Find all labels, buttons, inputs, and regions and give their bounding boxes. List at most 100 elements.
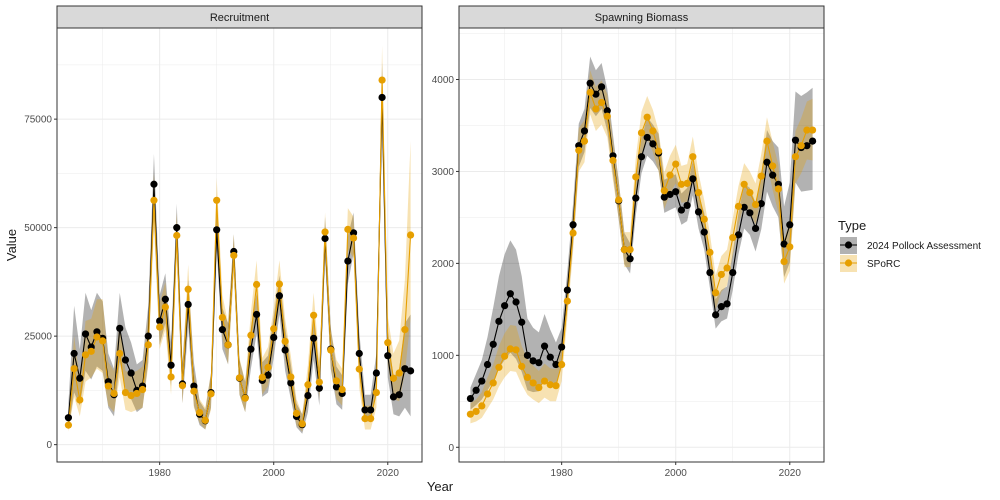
point-sporc	[281, 337, 289, 345]
point-pollock	[712, 311, 720, 319]
point-pollock	[495, 317, 503, 325]
x-tick-label: 1980	[149, 468, 172, 479]
point-sporc	[241, 394, 249, 402]
point-sporc	[218, 313, 226, 322]
point-sporc	[672, 160, 680, 168]
point-sporc	[161, 303, 169, 311]
point-sporc	[315, 378, 323, 386]
point-pollock	[717, 303, 725, 311]
point-sporc	[780, 257, 788, 266]
point-sporc	[626, 246, 634, 254]
point-pollock	[672, 188, 680, 196]
point-sporc	[87, 347, 95, 355]
point-pollock	[247, 345, 255, 353]
y-tick-label: 0	[448, 443, 454, 454]
point-pollock	[116, 324, 124, 332]
point-pollock	[529, 357, 537, 365]
point-sporc	[803, 126, 811, 134]
point-pollock	[580, 127, 589, 135]
point-pollock	[372, 369, 380, 377]
point-pollock	[489, 340, 497, 348]
ribbon-sporc	[470, 70, 813, 424]
point-pollock	[649, 140, 657, 148]
point-sporc	[529, 379, 537, 387]
x-tick-label: 1980	[551, 468, 574, 479]
point-sporc	[355, 365, 363, 373]
point-sporc	[729, 234, 737, 242]
point-sporc	[523, 373, 532, 382]
point-sporc	[332, 377, 341, 385]
point-sporc	[264, 363, 272, 371]
point-sporc	[791, 153, 800, 161]
point-sporc	[287, 373, 295, 381]
point-sporc	[666, 171, 674, 179]
point-pollock	[540, 342, 549, 350]
point-sporc	[649, 127, 657, 135]
point-pollock	[349, 229, 358, 237]
point-pollock	[361, 406, 369, 414]
point-sporc	[751, 200, 760, 209]
point-sporc	[167, 373, 175, 381]
point-sporc	[406, 231, 415, 239]
x-tick-label: 2000	[263, 468, 286, 479]
point-pollock	[569, 221, 577, 229]
point-sporc	[683, 179, 691, 187]
point-sporc	[224, 341, 232, 349]
point-pollock	[626, 255, 634, 263]
point-sporc	[304, 381, 312, 389]
point-sporc	[389, 374, 398, 382]
legend-key-point	[844, 259, 853, 267]
point-sporc	[746, 188, 754, 197]
point-pollock	[660, 193, 668, 201]
point-pollock	[729, 268, 737, 277]
point-pollock	[808, 137, 817, 145]
point-pollock	[287, 379, 295, 387]
point-sporc	[378, 76, 386, 84]
y-tick-label: 25000	[24, 332, 52, 343]
point-pollock	[81, 330, 90, 338]
point-sporc	[558, 360, 566, 369]
point-pollock	[478, 377, 486, 385]
point-sporc	[184, 285, 192, 293]
point-pollock	[791, 136, 800, 144]
point-sporc	[70, 365, 78, 373]
gridlines	[57, 28, 422, 462]
point-sporc	[116, 349, 124, 358]
panel-title: Spawning Biomass	[595, 12, 689, 24]
point-pollock	[275, 292, 284, 300]
point-sporc	[270, 325, 278, 333]
point-pollock	[677, 206, 686, 214]
point-sporc	[786, 243, 794, 251]
point-pollock	[592, 90, 600, 98]
point-sporc	[757, 172, 765, 180]
point-sporc	[637, 129, 646, 137]
point-pollock	[150, 180, 158, 188]
point-pollock	[757, 200, 765, 208]
point-sporc	[361, 415, 369, 423]
points-sporc	[466, 88, 817, 418]
point-pollock	[535, 359, 543, 367]
point-pollock	[184, 300, 192, 309]
points-sporc	[64, 76, 415, 429]
panel-spawning-biomass: Spawning Biomass 0 1000 2000 3000 4000 1980 200…	[432, 5, 825, 479]
y-tick-label: 4000	[432, 75, 455, 86]
point-sporc	[512, 346, 520, 354]
point-sporc	[367, 415, 375, 423]
point-sporc	[740, 180, 748, 188]
point-sporc	[144, 341, 152, 349]
y-tick-label: 75000	[24, 115, 52, 126]
legend-key-sporc	[840, 255, 857, 272]
point-pollock	[506, 290, 514, 298]
point-sporc	[774, 185, 782, 193]
point-sporc	[734, 202, 743, 210]
point-pollock	[643, 133, 651, 142]
point-sporc	[706, 248, 714, 256]
point-sporc	[535, 383, 543, 392]
point-pollock	[121, 356, 130, 364]
point-sporc	[575, 146, 583, 154]
point-sporc	[632, 173, 640, 181]
point-pollock	[769, 171, 777, 179]
point-pollock	[518, 318, 526, 326]
point-sporc	[258, 373, 266, 381]
point-sporc	[546, 381, 554, 389]
